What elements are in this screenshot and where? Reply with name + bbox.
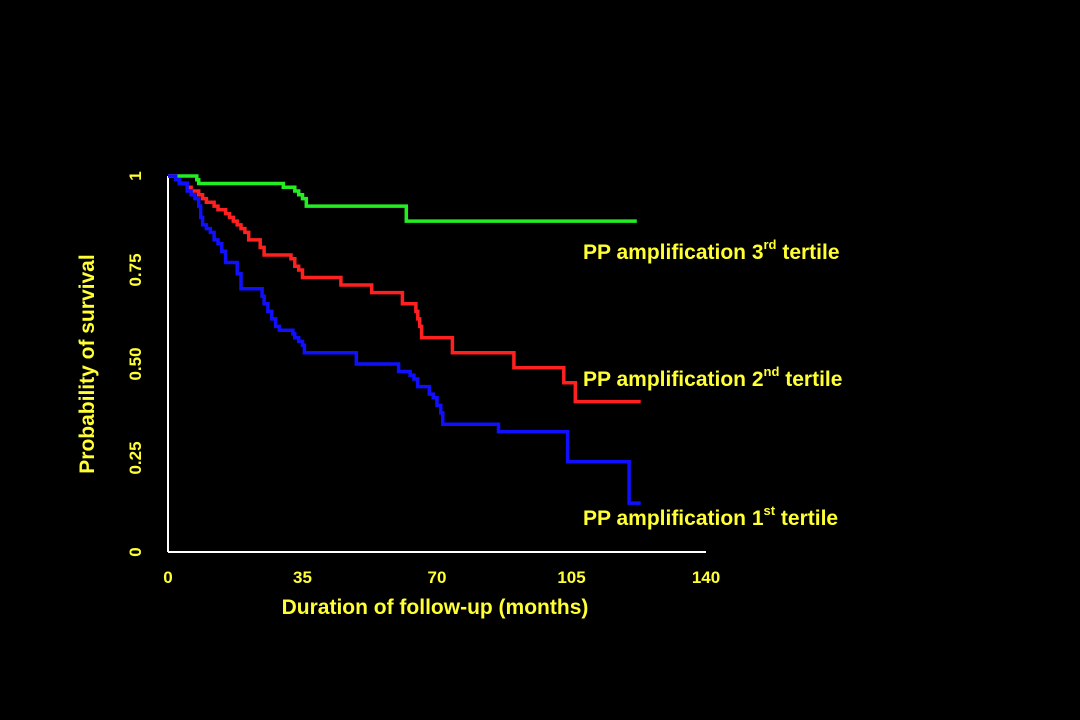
x-tick-label-4: 140 bbox=[692, 568, 720, 587]
x-tick-label-2: 70 bbox=[428, 568, 447, 587]
series-label-tertile1-tail: tertile bbox=[775, 507, 838, 530]
x-axis-title: Duration of follow-up (months) bbox=[282, 596, 589, 619]
series-label-tertile2-sup: nd bbox=[764, 364, 780, 379]
y-tick-label-2: 0.50 bbox=[126, 347, 145, 380]
series-label-tertile2-tail: tertile bbox=[779, 368, 842, 391]
x-tick-label-1: 35 bbox=[293, 568, 312, 587]
series-label-tertile1: PP amplification 1st tertile bbox=[583, 503, 838, 530]
y-tick-labels: 0 0.25 0.50 0.75 1 bbox=[126, 171, 145, 556]
series-label-tertile3-sup: rd bbox=[764, 237, 777, 252]
y-tick-label-3: 0.75 bbox=[126, 253, 145, 286]
y-tick-label-4: 1 bbox=[126, 171, 145, 180]
y-tick-label-0: 0 bbox=[126, 547, 145, 556]
x-tick-labels: 0 35 70 105 140 bbox=[163, 568, 720, 587]
series-label-tertile2: PP amplification 2nd tertile bbox=[583, 364, 842, 391]
x-tick-label-3: 105 bbox=[557, 568, 585, 587]
series-label-tertile3-tail: tertile bbox=[777, 241, 840, 264]
series-label-tertile3-main: PP amplification 3 bbox=[583, 241, 764, 264]
curve-tertile2 bbox=[168, 174, 641, 404]
curve-tertile1 bbox=[168, 174, 641, 505]
y-axis-title: Probability of survival bbox=[76, 254, 99, 473]
y-tick-label-1: 0.25 bbox=[126, 441, 145, 474]
series-label-tertile1-sup: st bbox=[764, 503, 776, 518]
x-tick-label-0: 0 bbox=[163, 568, 172, 587]
curve-tertile3 bbox=[168, 174, 637, 223]
series-label-tertile3: PP amplification 3rd tertile bbox=[583, 237, 840, 264]
survival-curves bbox=[168, 174, 641, 505]
series-label-tertile1-main: PP amplification 1 bbox=[583, 507, 764, 530]
series-label-tertile2-main: PP amplification 2 bbox=[583, 368, 764, 391]
